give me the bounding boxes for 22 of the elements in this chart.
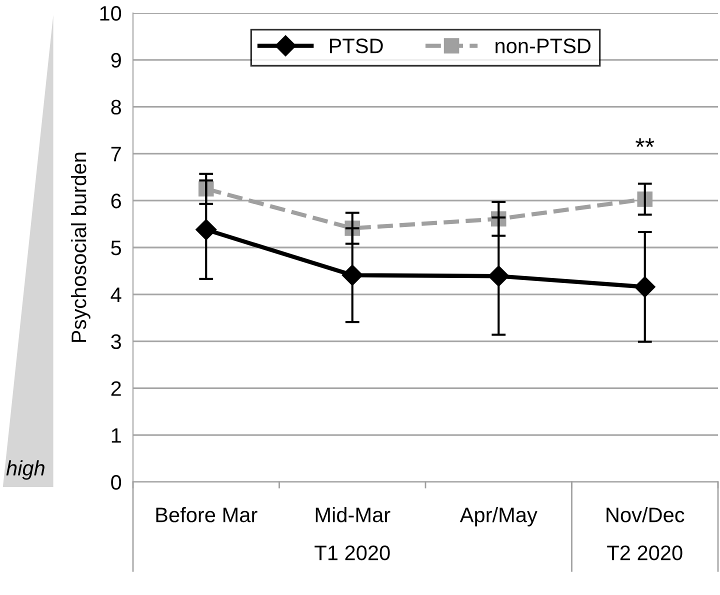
text: T2 2020 [607,546,682,560]
legend-label: non-PTSD [496,38,590,54]
y-tick-label: 5 [111,240,122,256]
x-tick-label: Apr/May [460,507,538,526]
x-tick-label: Mid-Mar [316,507,390,522]
y-tick-label: 0 [111,475,122,490]
annotation: ** [636,138,654,148]
y-axis-title: Psychosocial burden [70,152,90,342]
y-tick-label: 10 [100,6,122,21]
x-tick-label: Nov/Dec [606,507,684,522]
y-tick-label: 6 [111,194,121,208]
y-tick-label: 3 [111,334,121,350]
text: high [6,460,44,480]
y-tick-label: 2 [111,381,121,396]
y-tick-label: 1 [112,428,121,443]
y-tick-label: 4 [110,288,122,302]
y-tick-label: 7 [111,146,121,162]
text: T1 2020 [314,546,390,560]
x-tick-label: Before Mar [156,507,258,522]
legend-label: PTSD [330,38,383,54]
y-tick-label: 9 [111,52,121,68]
y-tick-label: 8 [111,100,121,115]
